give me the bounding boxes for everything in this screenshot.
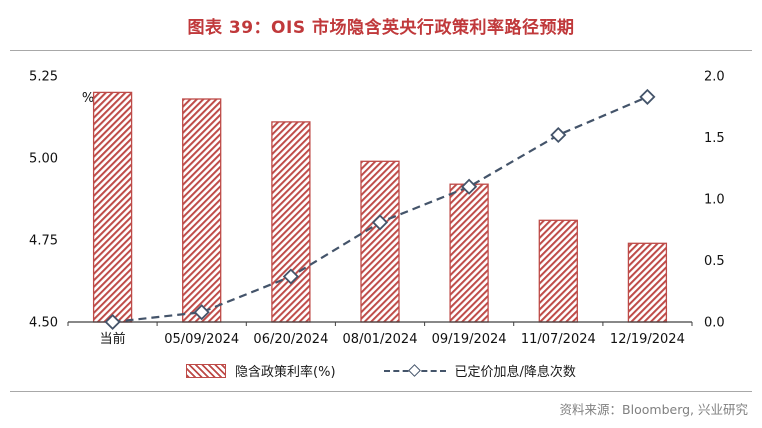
svg-text:4.50: 4.50	[29, 316, 58, 331]
svg-text:5.00: 5.00	[29, 152, 58, 167]
svg-text:0.0: 0.0	[704, 316, 725, 331]
svg-text:1.0: 1.0	[704, 193, 725, 208]
svg-text:4.75: 4.75	[29, 234, 58, 249]
svg-text:当前: 当前	[100, 331, 126, 347]
line-marker	[550, 126, 567, 144]
svg-text:11/07/2024: 11/07/2024	[521, 332, 596, 347]
divider-top	[10, 50, 752, 51]
svg-text:08/01/2024: 08/01/2024	[343, 332, 418, 347]
bar	[92, 91, 133, 323]
svg-text:05/09/2024: 05/09/2024	[164, 332, 239, 347]
legend-bar-label: 隐含政策利率(%)	[235, 365, 336, 380]
line-marker	[461, 178, 478, 195]
source-note: 资料来源：Bloomberg, 兴业研究	[559, 402, 748, 417]
svg-text:06/20/2024: 06/20/2024	[253, 332, 328, 347]
svg-text:12/19/2024: 12/19/2024	[610, 332, 685, 347]
line-marker	[371, 214, 389, 231]
chart-title: 图表 39：OIS 市场隐含英央行政策利率路径预期	[187, 18, 575, 38]
bar	[627, 242, 668, 323]
legend-line-label: 已定价加息/降息次数	[454, 365, 576, 380]
diamond-marker-icon	[407, 363, 421, 377]
line-marker	[639, 88, 656, 105]
line-marker	[282, 268, 299, 285]
dashed-line-diamond-swatch-icon	[383, 363, 446, 377]
legend-item-priced-hikes: 已定价加息/降息次数	[383, 361, 576, 380]
svg-text:%: %	[82, 91, 94, 106]
svg-text:09/19/2024: 09/19/2024	[432, 332, 507, 347]
hatched-bar-swatch-icon	[186, 363, 227, 378]
svg-text:1.5: 1.5	[704, 131, 725, 146]
bar	[182, 98, 222, 323]
chart-legend: 隐含政策利率(%) 已定价加息/降息次数	[0, 361, 762, 380]
line-marker	[104, 313, 121, 331]
svg-text:2.0: 2.0	[704, 70, 725, 85]
bar	[271, 121, 311, 323]
divider-bottom	[10, 391, 752, 392]
bar	[360, 160, 400, 323]
ois-combo-chart: 5.25 5.00 4.75 4.50% 2.0 1.5 1.0 0.5 0.0 当前 05/09/…	[29, 70, 725, 348]
bar	[449, 183, 489, 323]
svg-text:0.5: 0.5	[704, 254, 725, 269]
svg-text:5.25: 5.25	[29, 70, 58, 85]
bar	[538, 219, 578, 323]
legend-item-implied-rate: 隐含政策利率(%)	[186, 361, 336, 380]
line-marker	[193, 304, 210, 321]
